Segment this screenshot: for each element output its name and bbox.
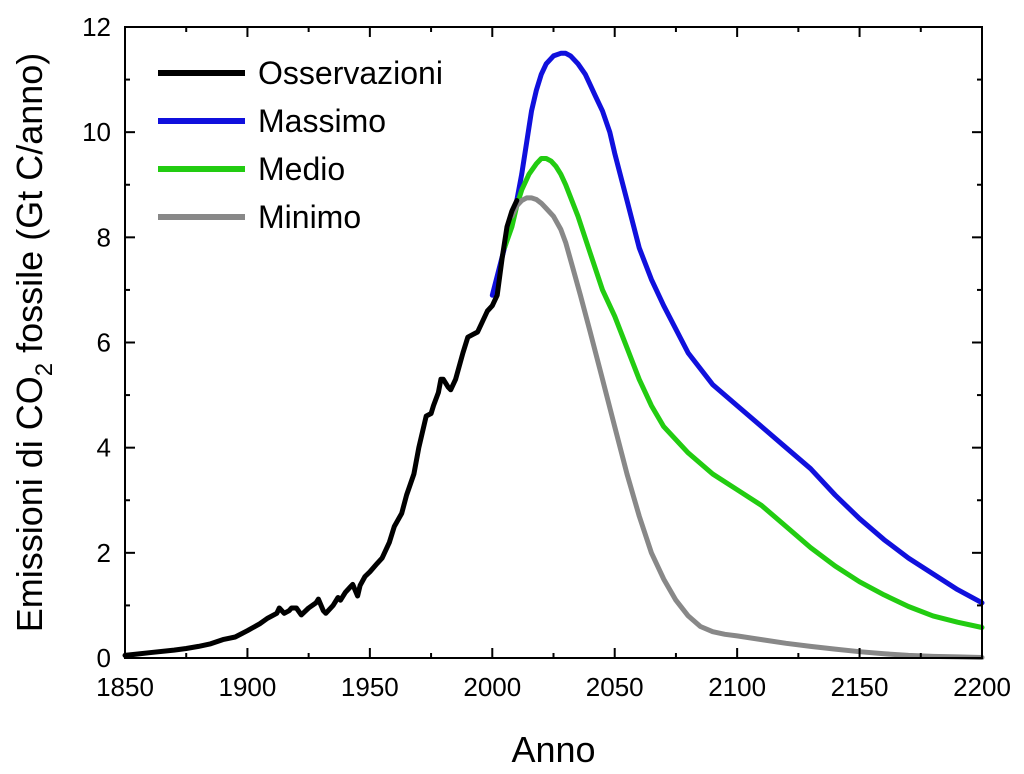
y-tick-label: 0 <box>97 643 111 673</box>
y-tick-label: 6 <box>97 328 111 358</box>
legend-label-massimo: Massimo <box>258 103 386 139</box>
x-tick-label: 2150 <box>831 672 889 702</box>
y-axis-title-part-2: fossile (Gt C/anno) <box>9 53 50 363</box>
y-tick-label: 10 <box>82 117 111 147</box>
legend-label-medio: Medio <box>258 151 345 187</box>
y-tick-label: 12 <box>82 12 111 42</box>
legend: Osservazioni Massimo Medio Minimo <box>158 55 443 235</box>
x-tick-label: 2000 <box>463 672 521 702</box>
series-line-massimo <box>489 50 985 606</box>
legend-label-minimo: Minimo <box>258 199 361 235</box>
x-tick-label: 2100 <box>708 672 766 702</box>
y-axis-title-subscript: 2 <box>31 363 58 376</box>
x-tick-label: 1900 <box>219 672 277 702</box>
x-tick-label: 1850 <box>96 672 154 702</box>
x-tick-label: 2200 <box>953 672 1011 702</box>
series-line-osservazioni <box>122 198 520 658</box>
y-tick-label: 4 <box>97 433 111 463</box>
series-layer <box>122 50 985 660</box>
series-line-medio <box>502 156 985 630</box>
legend-label-osservazioni: Osservazioni <box>258 55 443 91</box>
y-tick-label: 2 <box>97 538 111 568</box>
y-tick-label: 8 <box>97 222 111 252</box>
x-tick-label: 1950 <box>341 672 399 702</box>
ticks-layer: 1850 1900 1950 2000 2050 2100 2150 2200 0 2 4 6 8 10 1… <box>82 12 1011 702</box>
y-axis-title: Emissioni di CO2 fossile (Gt C/anno) <box>9 53 58 633</box>
x-tick-label: 2050 <box>586 672 644 702</box>
x-axis-title: Anno <box>511 729 595 770</box>
series-line-minimo <box>509 195 985 660</box>
y-axis-title-part-1: Emissioni di CO <box>9 376 50 632</box>
